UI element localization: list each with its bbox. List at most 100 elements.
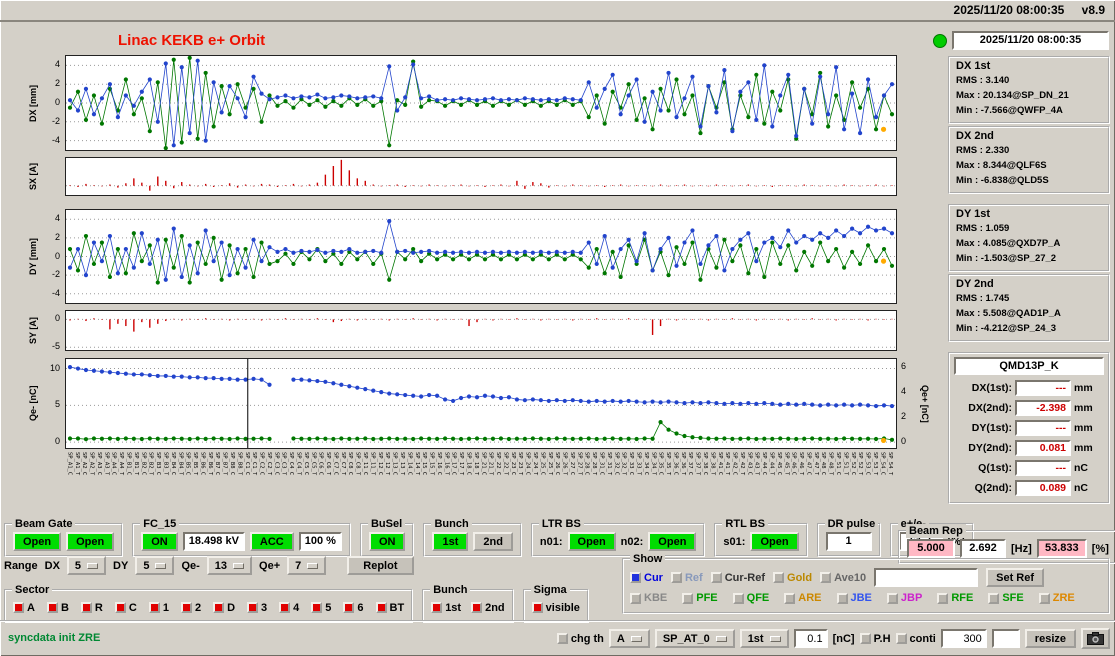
busel-on-button[interactable]: ON <box>368 532 406 551</box>
bpm-at-select[interactable]: SP_AT_0 <box>654 629 735 648</box>
show-jbp-option[interactable]: JBP <box>886 592 922 604</box>
dx-1st-stats-panel: DX 1st RMS : 3.140 Max : 20.134@SP_DN_21… <box>948 56 1110 124</box>
qmd-row-dy2: DY(2nd): 0.081 mm <box>954 438 1104 458</box>
set-ref-button[interactable]: Set Ref <box>986 568 1045 587</box>
range-qe-plus-select[interactable]: 7 <box>287 556 327 575</box>
beam-rep-hz-unit: [Hz] <box>1011 542 1032 555</box>
dx-1st-min: Min : -7.566@QWFP_4A <box>956 105 1063 116</box>
ltr-n01-open-button[interactable]: Open <box>567 532 616 551</box>
interval-input[interactable] <box>940 629 987 648</box>
show-are-option[interactable]: ARE <box>784 592 822 604</box>
sector-item-c[interactable]: C <box>114 602 137 614</box>
range-qe-minus-select[interactable]: 13 <box>206 556 253 575</box>
conti-checkbox <box>895 633 907 644</box>
sector-d-checkbox <box>213 602 225 613</box>
sector-item-bt[interactable]: BT <box>375 602 404 614</box>
qmd-dx1-label: DX(1st): <box>971 382 1012 394</box>
qe-plus-axis-title: Qe+ [nC] <box>920 384 930 423</box>
show-ref-option[interactable]: Ref <box>670 572 703 584</box>
aux-input[interactable] <box>991 629 1020 648</box>
qmd-dx1-value: --- <box>1015 380 1071 396</box>
qmd-dx2-value: -2.398 <box>1015 400 1071 416</box>
sector-item-4[interactable]: 4 <box>279 602 299 614</box>
bunch-1st-button[interactable]: 1st <box>432 532 469 551</box>
range-dy-label: DY <box>113 559 129 572</box>
show-sfe-option[interactable]: SFE <box>988 592 1024 604</box>
bunch-2nd-button[interactable]: 2nd <box>473 532 513 551</box>
sector-item-d[interactable]: D <box>213 602 235 614</box>
sector-item-2[interactable]: 2 <box>180 602 201 614</box>
sector-item-5[interactable]: 5 <box>311 602 331 614</box>
beam-gate-open-button-1[interactable]: Open <box>13 532 62 551</box>
control-row-3: Sector A B R C 1 2 D 3 4 5 6 BT Bunch 1s… <box>4 582 589 623</box>
control-row-1: Beam Gate Open Open FC_15 ON 18.498 kV A… <box>4 516 974 557</box>
show-kbe-option[interactable]: KBE <box>630 592 667 604</box>
resize-button[interactable]: resize <box>1024 629 1076 648</box>
show-jbp-checkbox <box>886 592 898 604</box>
ph-option[interactable]: P.H <box>859 632 891 645</box>
sigma-group-label: Sigma <box>530 583 570 597</box>
show-gold-option[interactable]: Gold <box>773 572 812 584</box>
show-jbe-option[interactable]: JBE <box>836 592 872 604</box>
chg-th-option[interactable]: chg th <box>556 633 604 645</box>
sector-5-label: 5 <box>325 601 332 614</box>
beam-gate-open-button-2[interactable]: Open <box>66 532 115 551</box>
screenshot-button[interactable] <box>1081 628 1110 649</box>
threshold-unit: [nC] <box>832 632 855 645</box>
dy-1st-rms: RMS : 1.059 <box>956 223 1010 234</box>
conti-option[interactable]: conti <box>895 633 936 645</box>
sy-steering-plot <box>65 310 897 351</box>
rtl-s01-open-button[interactable]: Open <box>750 532 799 551</box>
status-bar: syncdata init ZRE chg th A SP_AT_0 1st [… <box>0 620 1115 656</box>
bunch-1st-option[interactable]: 1st <box>431 602 461 614</box>
sector-4-checkbox <box>279 602 291 613</box>
sector-item-3[interactable]: 3 <box>247 602 267 614</box>
ph-label: P.H <box>873 632 891 645</box>
sector-item-r[interactable]: R <box>80 602 103 614</box>
sector-item-a[interactable]: A <box>13 602 35 614</box>
bunch-order-select[interactable]: 1st <box>739 629 789 648</box>
dy-2nd-stats-panel: DY 2nd RMS : 1.745 Max : 5.508@QAD1P_A M… <box>948 274 1110 342</box>
qmd-q1-value: --- <box>1015 460 1071 476</box>
sector-item-b[interactable]: B <box>46 602 69 614</box>
fc15-on-button[interactable]: ON <box>141 532 178 551</box>
bpm-selector[interactable]: QMD13P_K <box>954 357 1104 375</box>
qmd-row-dy1: DY(1st): --- mm <box>954 418 1104 438</box>
show-qfe-option[interactable]: QFE <box>732 592 769 604</box>
show-zre-option[interactable]: ZRE <box>1038 592 1075 604</box>
bunch-2nd-option[interactable]: 2nd <box>471 602 505 614</box>
dx-2nd-min: Min : -6.838@QLD5S <box>956 175 1049 186</box>
dx-2nd-title: DX 2nd <box>956 130 994 142</box>
sector-item-6[interactable]: 6 <box>343 602 364 614</box>
show-zre-checkbox <box>1038 592 1050 604</box>
fc15-acc-button[interactable]: ACC <box>249 532 294 551</box>
sector-3-label: 3 <box>261 601 268 614</box>
sx-axis-ticks <box>38 157 62 196</box>
range-qem-label: Qe- <box>181 559 200 572</box>
show-pfe-option[interactable]: PFE <box>682 592 718 604</box>
dx-2nd-max: Max : 8.344@QLF6S <box>956 160 1047 171</box>
show-ave10-option[interactable]: Ave10 <box>820 572 866 584</box>
show-ref-checkbox <box>670 572 682 583</box>
current-time-display: 2025/11/20 08:00:35 <box>952 31 1109 50</box>
ltr-n02-open-button[interactable]: Open <box>648 532 697 551</box>
sector-group: Sector A B R C 1 2 D 3 4 5 6 BT <box>4 583 414 623</box>
mode-a-select[interactable]: A <box>608 629 650 648</box>
range-dy-select[interactable]: 5 <box>135 556 175 575</box>
range-label: Range <box>4 559 38 572</box>
bunch-2nd-option-label: 2nd <box>485 601 505 614</box>
dr-pulse-value: 1 <box>825 532 872 551</box>
show-jbe-checkbox <box>836 592 848 604</box>
sector-item-1[interactable]: 1 <box>148 602 169 614</box>
show-cur-ref-option[interactable]: Cur-Ref <box>710 572 765 584</box>
sector-group-label: Sector <box>12 583 53 597</box>
qmd-q1-unit: nC <box>1074 462 1088 474</box>
range-dx-select[interactable]: 5 <box>66 556 107 575</box>
show-cur-option[interactable]: Cur <box>630 572 663 584</box>
replot-button[interactable]: Replot <box>347 556 414 575</box>
show-rfe-option[interactable]: RFE <box>937 592 973 604</box>
ref-name-input[interactable] <box>874 568 979 587</box>
sigma-visible-option[interactable]: visible <box>531 602 580 614</box>
show-jbe-label: JBE <box>850 592 872 604</box>
threshold-input[interactable] <box>793 629 828 648</box>
